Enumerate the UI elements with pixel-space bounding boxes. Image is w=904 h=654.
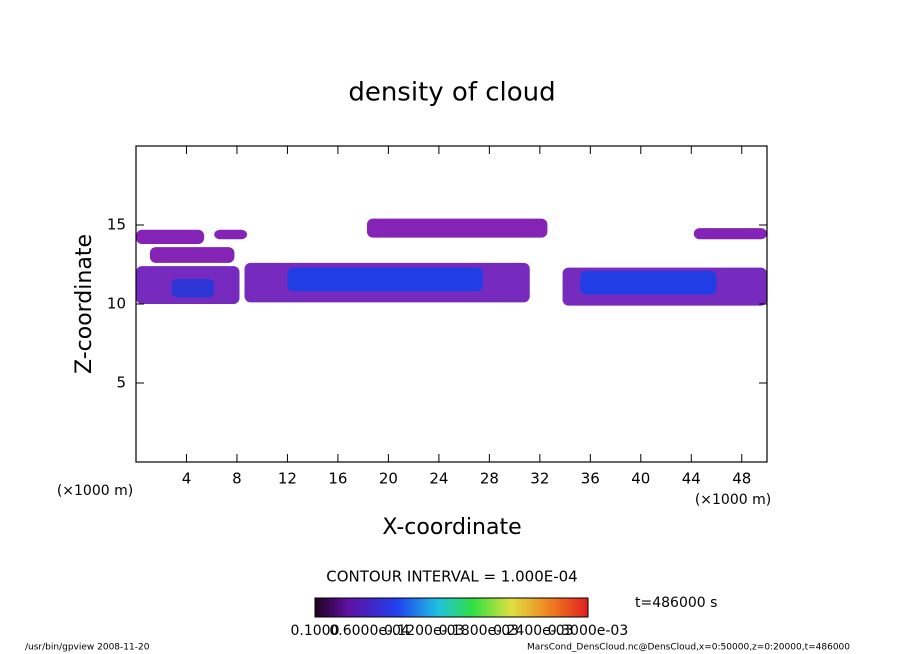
colorbar-label: 0.1200e-03 — [384, 623, 464, 639]
y-axis-label: Z-coordinate — [72, 234, 97, 374]
cloud-region — [214, 229, 248, 240]
x-tick-label: 28 — [480, 470, 499, 488]
chart-title: density of cloud — [348, 78, 555, 108]
x-tick-label: 24 — [429, 470, 448, 488]
colorbar — [314, 597, 589, 618]
contour-interval: CONTOUR INTERVAL = 1.000E-04 — [326, 568, 577, 586]
x-tick-label: 48 — [732, 470, 751, 488]
cloud-region — [366, 218, 548, 238]
plot-area — [136, 218, 767, 306]
x-tick-label: 40 — [631, 470, 650, 488]
x-tick-label: 12 — [278, 470, 297, 488]
footer-left: /usr/bin/gpview 2008-11-20 — [25, 643, 150, 653]
cloud-region — [136, 229, 205, 244]
x-tick-label: 20 — [379, 470, 398, 488]
colorbar-label: 0.3000e-03 — [548, 623, 628, 639]
x-tick-label: 36 — [581, 470, 600, 488]
y-tick-label: 15 — [107, 216, 126, 234]
colorbar-label: 0.1800e-03 — [439, 623, 519, 639]
x-tick-label: 32 — [530, 470, 549, 488]
x-tick-label: 44 — [682, 470, 701, 488]
x-unit-label: (×1000 m) — [695, 492, 771, 508]
cloud-region — [287, 267, 484, 292]
y-tick-label: 5 — [116, 374, 126, 392]
x-axis-label: X-coordinate — [382, 515, 521, 540]
footer-right: MarsCond_DensCloud.nc@DensCloud,x=0:5000… — [527, 643, 850, 653]
y-tick-label: 10 — [107, 295, 126, 313]
colorbar-label: 0.2400e-03 — [493, 623, 573, 639]
x-unit-label: (×1000 m) — [57, 483, 133, 499]
colorbar-label: 0.6000e-04 — [329, 623, 410, 639]
cloud-region — [149, 247, 235, 263]
time-label: t=486000 s — [635, 595, 717, 611]
x-tick-label: 4 — [182, 470, 192, 488]
x-tick-label: 8 — [232, 470, 242, 488]
x-tick-label: 16 — [328, 470, 347, 488]
cloud-region — [693, 228, 767, 240]
colorbar-label: 0.1000 — [291, 623, 340, 639]
cloud-region — [580, 270, 717, 295]
cloud-region — [171, 278, 215, 298]
